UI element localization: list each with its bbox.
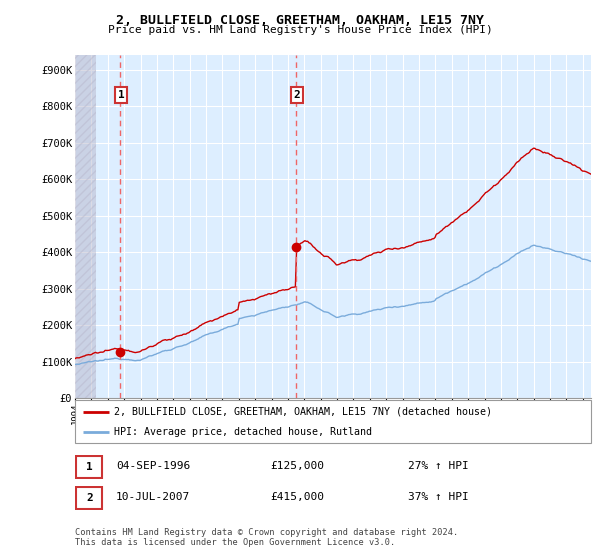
Text: £415,000: £415,000 (270, 492, 324, 502)
FancyBboxPatch shape (76, 487, 103, 508)
Text: 10-JUL-2007: 10-JUL-2007 (116, 492, 190, 502)
Text: 27% ↑ HPI: 27% ↑ HPI (408, 461, 469, 471)
Text: 1: 1 (86, 462, 93, 472)
Text: Contains HM Land Registry data © Crown copyright and database right 2024.
This d: Contains HM Land Registry data © Crown c… (75, 528, 458, 547)
FancyBboxPatch shape (75, 400, 591, 443)
Text: HPI: Average price, detached house, Rutland: HPI: Average price, detached house, Rutl… (114, 427, 372, 437)
Text: 37% ↑ HPI: 37% ↑ HPI (408, 492, 469, 502)
Text: 1: 1 (118, 90, 124, 100)
FancyBboxPatch shape (76, 456, 103, 478)
Text: 2: 2 (293, 90, 301, 100)
Text: 04-SEP-1996: 04-SEP-1996 (116, 461, 190, 471)
Bar (75, 55, 96, 398)
Text: Price paid vs. HM Land Registry's House Price Index (HPI): Price paid vs. HM Land Registry's House … (107, 25, 493, 35)
Text: £125,000: £125,000 (270, 461, 324, 471)
Text: 2: 2 (86, 493, 93, 503)
Text: 2, BULLFIELD CLOSE, GREETHAM, OAKHAM, LE15 7NY: 2, BULLFIELD CLOSE, GREETHAM, OAKHAM, LE… (116, 14, 484, 27)
Text: 2, BULLFIELD CLOSE, GREETHAM, OAKHAM, LE15 7NY (detached house): 2, BULLFIELD CLOSE, GREETHAM, OAKHAM, LE… (114, 407, 492, 417)
